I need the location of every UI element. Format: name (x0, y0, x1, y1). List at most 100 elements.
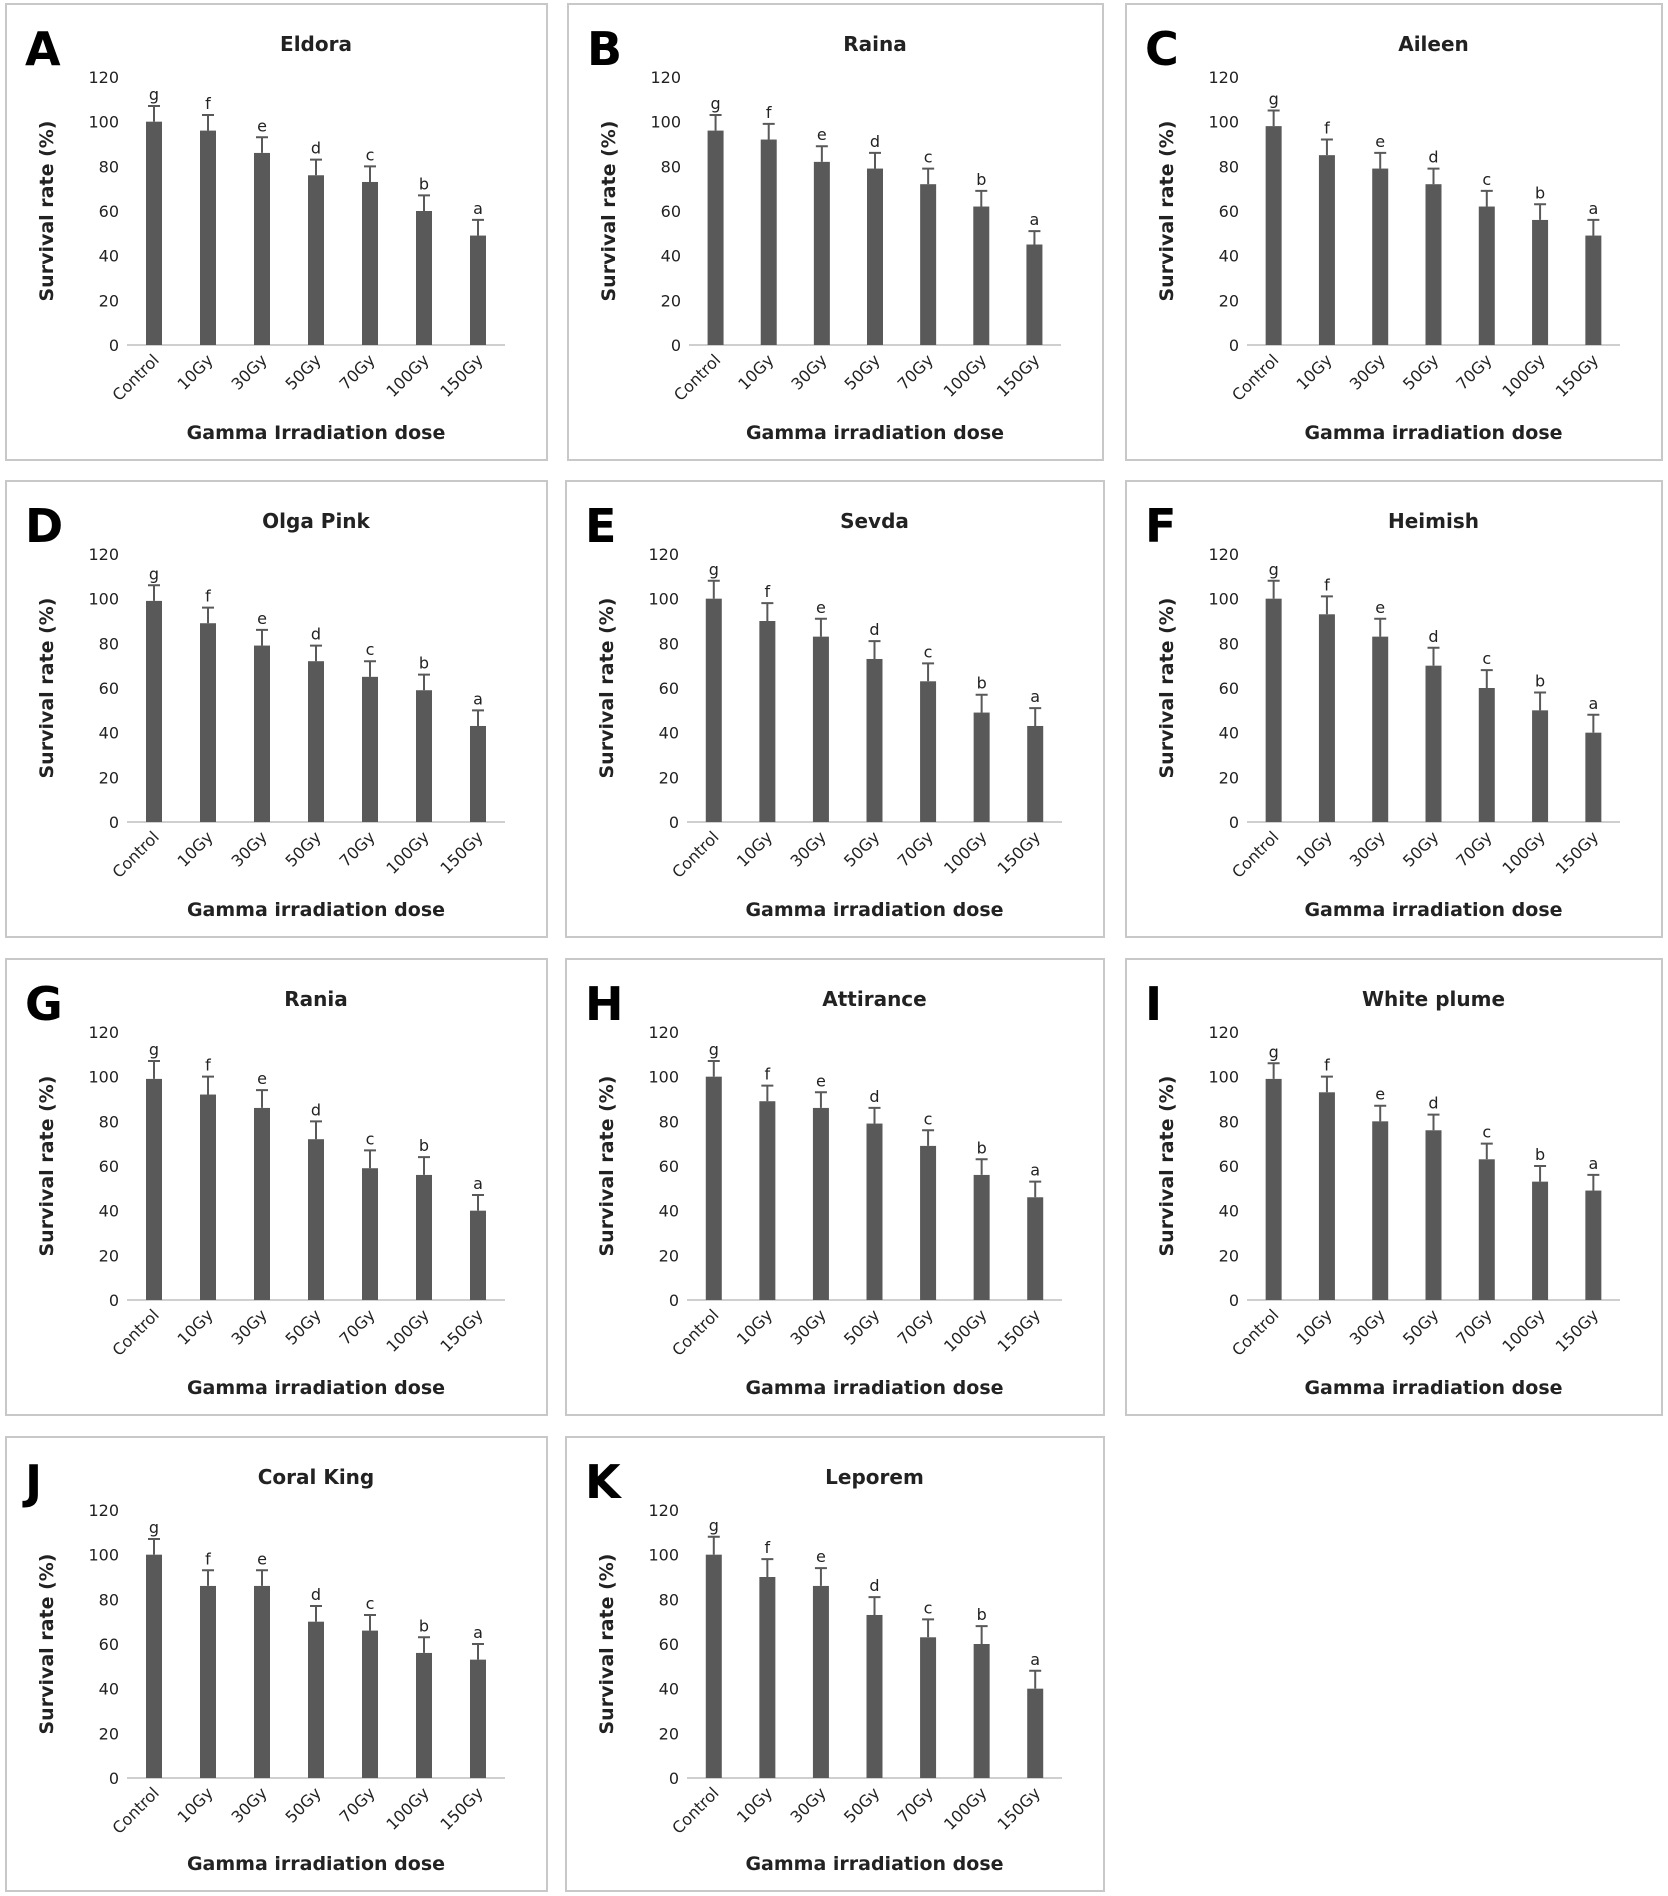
y-axis-label: Survival rate (%) (596, 1076, 618, 1257)
bar-70gy (362, 1630, 378, 1778)
y-tick-label: 120 (88, 1501, 119, 1520)
x-tick-label: 30Gy (228, 1305, 271, 1348)
error-bar (975, 1625, 988, 1644)
x-tick-label: 100Gy (1498, 350, 1548, 400)
chart-svg: H Attirance Survival rate (%) 0 20 40 60 80 100 1… (585, 977, 1062, 1399)
error-bar (1029, 1669, 1042, 1689)
y-tick-label: 60 (99, 1157, 119, 1176)
significance-label: e (816, 598, 826, 617)
y-tick-label: 100 (1208, 113, 1239, 132)
significance-label: d (869, 1087, 879, 1106)
y-axis-label: Survival rate (%) (36, 598, 58, 779)
x-tick-label: 70Gy (1452, 1305, 1495, 1348)
x-tick-label: 50Gy (1399, 350, 1442, 393)
significance-label: b (977, 1138, 987, 1157)
x-tick-label: 50Gy (1399, 1305, 1442, 1348)
chart-title: Raina (843, 32, 907, 56)
significance-label: f (205, 1549, 211, 1568)
bar-150gy (1585, 235, 1602, 345)
significance-label: b (1535, 183, 1545, 202)
panel-letter: H (585, 977, 624, 1031)
y-tick-label: 60 (99, 679, 119, 698)
y-tick-label: 60 (1219, 202, 1239, 221)
x-tick-label: 10Gy (174, 1305, 217, 1348)
x-tick-label: 10Gy (1292, 1305, 1335, 1348)
x-tick-label: 10Gy (174, 827, 217, 870)
y-axis-label: Survival rate (%) (596, 1554, 618, 1735)
bar-10gy (200, 130, 216, 345)
y-tick-label: 40 (1219, 1202, 1239, 1221)
error-bar (418, 1636, 430, 1653)
panel-letter: E (585, 499, 616, 553)
significance-label: d (869, 620, 879, 639)
significance-label: a (1030, 687, 1040, 706)
error-bar (310, 1605, 322, 1622)
error-bar (1534, 691, 1547, 711)
error-bar (1320, 595, 1333, 615)
error-bar (364, 165, 376, 182)
significance-label: a (1588, 1154, 1598, 1173)
significance-label: f (205, 587, 211, 606)
y-tick-label: 100 (650, 113, 681, 132)
x-tick-label: 100Gy (382, 1305, 432, 1355)
significance-label: b (1535, 1145, 1545, 1164)
significance-label: g (710, 94, 720, 113)
error-bar (364, 660, 376, 677)
x-tick-label: 30Gy (786, 1783, 829, 1826)
y-tick-label: 60 (1219, 679, 1239, 698)
x-tick-label: 100Gy (940, 1305, 990, 1355)
error-bar (1587, 713, 1600, 733)
y-tick-label: 40 (661, 247, 681, 266)
significance-label: g (1269, 1042, 1279, 1061)
x-tick-label: Control (108, 350, 162, 404)
error-bar (922, 1618, 935, 1638)
bar-30gy (254, 1107, 270, 1300)
bar-control (146, 121, 162, 346)
error-bar (975, 693, 988, 713)
x-tick-label: 10Gy (174, 350, 217, 393)
y-tick-label: 100 (1208, 590, 1239, 609)
y-tick-label: 40 (99, 247, 119, 266)
y-tick-label: 40 (1219, 724, 1239, 743)
x-tick-label: Control (668, 1783, 722, 1837)
significance-label: e (1375, 132, 1385, 151)
x-tick-label: 150Gy (436, 1305, 486, 1355)
significance-label: g (1269, 560, 1279, 579)
bar-50gy (866, 1614, 883, 1778)
bar-50gy (866, 1123, 883, 1300)
x-tick-label: 10Gy (733, 1305, 776, 1348)
y-tick-label: 20 (661, 291, 681, 310)
y-tick-label: 20 (1219, 1246, 1239, 1265)
x-tick-label: Control (108, 1783, 162, 1837)
bar-100gy (973, 206, 990, 345)
error-bar (472, 218, 484, 236)
significance-label: g (149, 1518, 159, 1537)
error-bar (256, 1089, 268, 1108)
error-bar (1374, 151, 1387, 169)
y-tick-label: 20 (99, 291, 119, 310)
chart-svg: I White plume Survival rate (%) 0 20 40 60 80 10… (1145, 977, 1620, 1399)
chart-title: Leporem (825, 1465, 924, 1489)
bar-70gy (362, 181, 378, 345)
x-tick-label: 100Gy (940, 350, 990, 400)
y-tick-label: 20 (659, 1246, 679, 1265)
chart-panel-e: E Sevda Survival rate (%) 0 20 40 60 80 100 120 g C… (565, 480, 1105, 938)
y-tick-label: 40 (659, 1202, 679, 1221)
y-axis-label: Survival rate (%) (1156, 121, 1178, 302)
bar-50gy (866, 658, 883, 822)
error-bar (761, 1558, 774, 1577)
bar-control (146, 1078, 162, 1300)
x-tick-label: 50Gy (1399, 827, 1442, 870)
y-axis-label: Survival rate (%) (596, 598, 618, 779)
error-bar (761, 1084, 774, 1102)
error-bar (148, 105, 160, 122)
bar-10gy (759, 1577, 776, 1778)
y-tick-label: 0 (1229, 813, 1239, 832)
y-tick-label: 0 (109, 336, 119, 355)
bar-50gy (1425, 1130, 1442, 1300)
bar-10gy (759, 621, 776, 822)
error-bar (815, 145, 828, 162)
bar-control (146, 600, 162, 822)
significance-label: a (473, 1623, 483, 1642)
error-bar (814, 1567, 827, 1586)
